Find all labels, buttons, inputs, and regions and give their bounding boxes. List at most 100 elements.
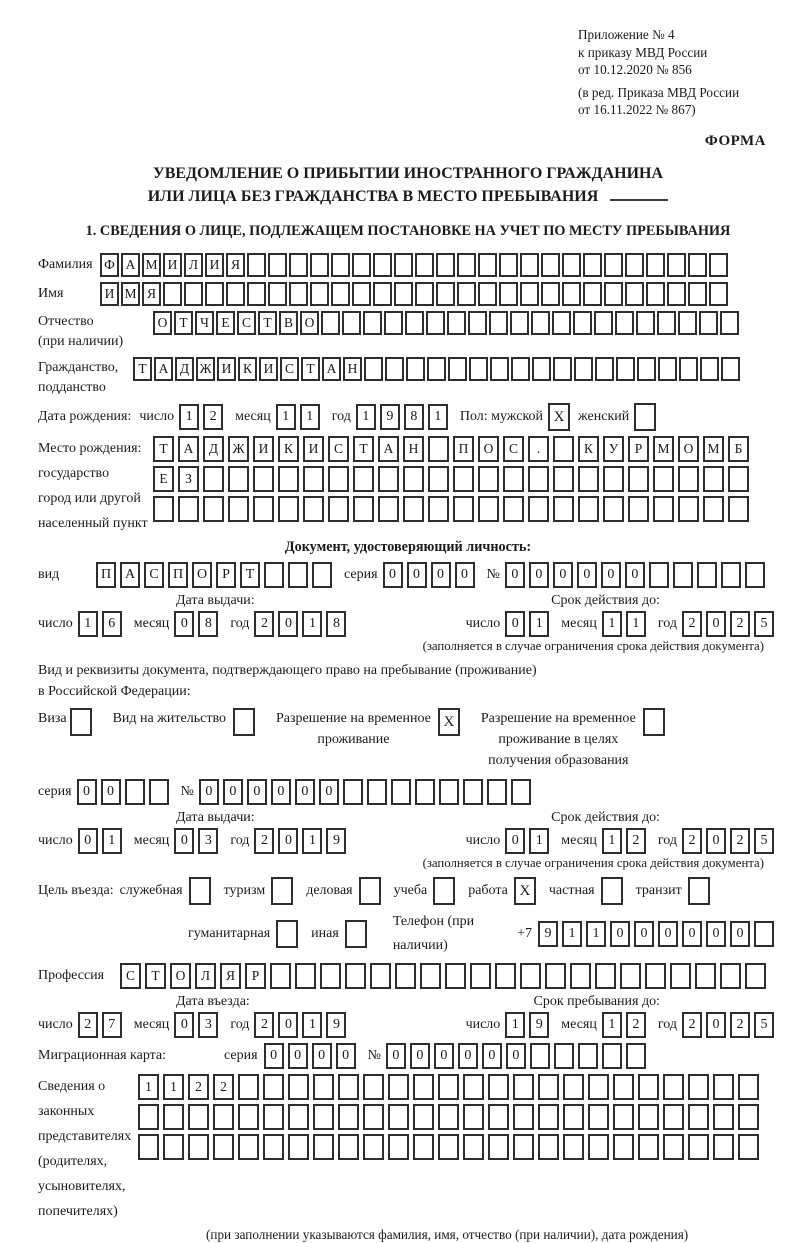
char-box	[578, 466, 599, 493]
char-box	[295, 963, 316, 990]
char-box	[653, 466, 674, 493]
char-box: Н	[343, 357, 362, 382]
char-box: 0	[335, 1043, 356, 1070]
char-box: 0	[318, 779, 339, 806]
char-box	[403, 496, 424, 523]
char-box	[413, 1104, 434, 1131]
option-label-line: Разрешение на временное	[275, 711, 431, 727]
char-box	[338, 1104, 359, 1131]
purpose-checkbox	[358, 877, 381, 906]
char-box: А	[154, 357, 173, 382]
purpose-label: деловая	[306, 883, 353, 899]
char-box	[188, 877, 211, 906]
option-residence-permit-checkbox	[232, 708, 255, 737]
char-box	[413, 1074, 434, 1101]
char-box	[700, 357, 719, 382]
char-box	[520, 963, 541, 990]
char-box	[478, 466, 499, 493]
representatives-label-line: представителях	[38, 1129, 132, 1145]
char-box: 6	[101, 611, 122, 638]
entry-date-header: Дата въезда:	[176, 994, 250, 1010]
number-label: №	[180, 784, 194, 800]
name-label: Имя	[38, 286, 64, 302]
char-box: 0	[311, 1043, 332, 1070]
char-box	[353, 496, 374, 523]
char-box	[312, 562, 332, 589]
char-box: .	[528, 436, 549, 463]
char-box: 9	[326, 828, 347, 855]
char-box	[637, 357, 656, 382]
purpose-checkbox	[433, 877, 456, 906]
char-box: 0	[174, 611, 195, 638]
char-box	[436, 282, 455, 307]
char-box: 8	[403, 404, 424, 431]
char-box	[583, 253, 602, 278]
char-box	[342, 779, 363, 806]
char-box	[433, 877, 456, 906]
char-box	[313, 1074, 334, 1101]
char-box	[511, 357, 530, 382]
char-box	[620, 963, 641, 990]
residence-doc-intro-line2: в Российской Федерации:	[38, 684, 191, 700]
char-box: 2	[730, 1012, 750, 1039]
birth-date-label: Дата рождения:	[38, 409, 132, 425]
char-box: 5	[754, 611, 774, 638]
char-box	[520, 253, 539, 278]
char-box	[184, 282, 203, 307]
char-box: Ф	[100, 253, 119, 278]
char-box	[638, 1104, 659, 1131]
char-box	[510, 779, 531, 806]
char-box: М	[653, 436, 674, 463]
patronymic-label-line1: Отчество	[38, 314, 94, 330]
char-box: Е	[216, 311, 235, 336]
char-box	[545, 963, 566, 990]
char-box: 8	[326, 611, 347, 638]
char-box: 1	[179, 404, 200, 431]
form-page: Приложение № 4 к приказу МВД России от 1…	[38, 27, 778, 1242]
year-label: год	[657, 1017, 677, 1033]
char-box: И	[217, 357, 236, 382]
char-box	[453, 466, 474, 493]
restriction-note: (заполняется в случае ограничения срока …	[422, 856, 764, 871]
year-label: год	[657, 616, 677, 632]
char-box	[667, 282, 686, 307]
char-box	[405, 311, 424, 336]
purpose-transit: транзит	[636, 877, 710, 906]
char-box	[488, 1074, 509, 1101]
char-box	[328, 466, 349, 493]
char-box	[438, 1104, 459, 1131]
char-box: Л	[184, 253, 203, 278]
char-box: 0	[174, 1012, 195, 1039]
char-box	[426, 311, 445, 336]
month-label: месяц	[133, 833, 170, 849]
representatives-note: (при заполнении указываются фамилия, имя…	[206, 1227, 689, 1243]
sex-male-label: Пол: мужской	[459, 409, 544, 425]
representatives-label-line: Сведения о	[38, 1079, 106, 1095]
char-box	[578, 496, 599, 523]
char-box: 9	[529, 1012, 550, 1039]
char-box	[738, 1074, 759, 1101]
option-temporary-residence: Разрешение на временное проживание X	[276, 708, 460, 750]
purpose-label: частная	[548, 883, 595, 899]
day-label: число	[38, 1017, 73, 1033]
char-box: 2	[730, 611, 750, 638]
char-box	[310, 282, 329, 307]
char-box	[713, 1104, 734, 1131]
char-box: 1	[302, 1012, 323, 1039]
char-box: 0	[430, 562, 451, 589]
char-box	[688, 282, 707, 307]
char-box	[513, 1074, 534, 1101]
char-box: 0	[528, 562, 549, 589]
char-box	[288, 1074, 309, 1101]
char-box: 1	[625, 611, 646, 638]
year-label: год	[331, 409, 351, 425]
char-box: П	[168, 562, 188, 589]
char-box	[657, 311, 676, 336]
char-box: 1	[302, 828, 323, 855]
char-box: Б	[728, 436, 749, 463]
char-box	[529, 1043, 550, 1070]
